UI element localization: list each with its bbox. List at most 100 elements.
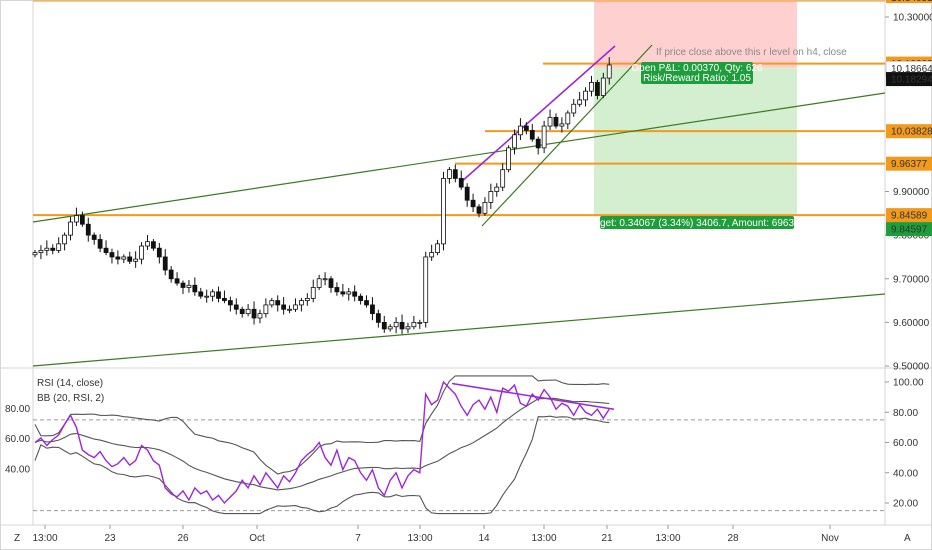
candle-body <box>423 256 429 323</box>
current-price-tag-text: 10.18294 <box>891 75 932 86</box>
candle-body <box>192 284 198 293</box>
time-tick-label: 23 <box>104 533 116 544</box>
candle-body <box>257 313 263 319</box>
candle-body <box>506 147 512 171</box>
chart-annotation: If price close above this r level on h4,… <box>656 47 847 58</box>
candle-body <box>583 90 588 101</box>
trendlines <box>32 44 886 367</box>
stop-loss-zone[interactable] <box>594 0 797 69</box>
rsi-left-tick-label: 40.00 <box>5 464 30 475</box>
candle-body <box>121 256 127 260</box>
candle-body <box>293 304 298 310</box>
rising-support-line <box>481 44 653 227</box>
candle-body <box>227 300 233 306</box>
candle-body <box>595 82 600 96</box>
candle-body <box>233 304 239 310</box>
candle-body <box>488 191 494 203</box>
level-price-tag-text: 9.96377 <box>891 159 928 170</box>
rsi-legend: RSI (14, close) <box>37 378 103 389</box>
rsi-left-tick-label: 60.00 <box>5 434 30 445</box>
candle-body <box>127 256 133 262</box>
lower-channel-line <box>32 293 886 367</box>
candle-body <box>103 247 109 253</box>
price-tick-label: 9.50000 <box>893 362 930 373</box>
time-tick-label: 13:00 <box>32 533 57 544</box>
candle-body <box>346 291 352 295</box>
rsi-tick-label: 20.00 <box>893 499 918 510</box>
candle-body <box>44 247 50 251</box>
target-label: Target: 0.34067 (3.34%) 3406.7, Amount: … <box>586 216 808 229</box>
price-tick-label: 9.70000 <box>893 274 930 285</box>
candle-body <box>162 256 168 271</box>
time-tick-label: Nov <box>821 533 839 544</box>
candle-body <box>32 252 38 256</box>
candle-body <box>446 169 452 179</box>
candle-body <box>577 99 583 105</box>
candle-body <box>245 308 251 315</box>
candle-body <box>476 206 482 214</box>
candle-body <box>304 297 310 301</box>
candle-body <box>186 284 192 288</box>
candle-body <box>541 125 547 149</box>
candle-body <box>269 300 275 306</box>
level-price-tag <box>886 156 932 171</box>
candle-body <box>310 287 316 299</box>
candle-body <box>139 245 144 260</box>
take-profit-zone[interactable] <box>594 68 797 216</box>
candle-body <box>68 221 73 236</box>
candle-body <box>565 112 571 125</box>
candle-body <box>352 291 358 297</box>
candle-body <box>435 243 440 253</box>
candle-body <box>133 258 139 262</box>
level-price-tag-text: 10.03828 <box>891 127 932 138</box>
candle-body <box>109 252 115 258</box>
candle-body <box>393 321 399 328</box>
candle-body <box>417 321 423 324</box>
pnl-text: Open P&L: 0.00370, Qty: 626 <box>631 63 763 74</box>
upper-channel-line <box>32 92 886 223</box>
price-tick-label: 9.80000 <box>893 231 930 242</box>
candle-body <box>381 321 387 330</box>
price-axis: 10.30000 9.90000 9.80000 9.70000 9.60000 9.50… <box>885 13 932 373</box>
position-info-label: Open P&L: 0.00370, Qty: 626 Risk/Reward … <box>631 62 763 84</box>
candle-body <box>358 295 364 301</box>
candle-body <box>180 282 186 288</box>
candle-body <box>482 202 488 214</box>
candle-body <box>370 304 375 315</box>
z-icon[interactable]: Z <box>14 533 20 544</box>
candle-body <box>399 321 405 330</box>
auto-scale-icon[interactable]: A <box>904 533 911 544</box>
rsi-tick-label: 80.00 <box>893 408 918 419</box>
candle-body <box>239 308 245 315</box>
candle-body <box>322 278 328 281</box>
candle-body <box>553 116 559 127</box>
candle-body <box>74 215 79 223</box>
candle-body <box>589 82 594 92</box>
candle-body <box>523 125 529 131</box>
candle-body <box>210 291 216 297</box>
candle-body <box>547 116 553 127</box>
candle-body <box>216 291 221 299</box>
rising-resistance-line <box>459 45 616 184</box>
candle-body <box>50 247 56 251</box>
candle-body <box>168 269 174 280</box>
top-price-tag-text: 10.34051 <box>891 0 932 4</box>
bb-basis <box>34 397 610 491</box>
level-price-tag <box>886 124 932 139</box>
candle-body <box>340 291 346 295</box>
time-tick-label: 13:00 <box>407 533 432 544</box>
candle-body <box>559 123 565 127</box>
candle-body <box>328 278 334 288</box>
candle-body <box>251 308 257 319</box>
candle-body <box>287 308 292 311</box>
candle-body <box>79 215 85 225</box>
candle-body <box>198 291 204 297</box>
candle-body <box>263 304 269 315</box>
current-price-tag <box>886 72 932 87</box>
candle-body <box>56 243 62 251</box>
candle-body <box>62 234 67 245</box>
rsi-tick-label: 100.00 <box>893 378 924 389</box>
candle-body <box>429 252 435 258</box>
price-tags: 10.1932310.038289.963779.8458910.1866410… <box>885 0 932 237</box>
